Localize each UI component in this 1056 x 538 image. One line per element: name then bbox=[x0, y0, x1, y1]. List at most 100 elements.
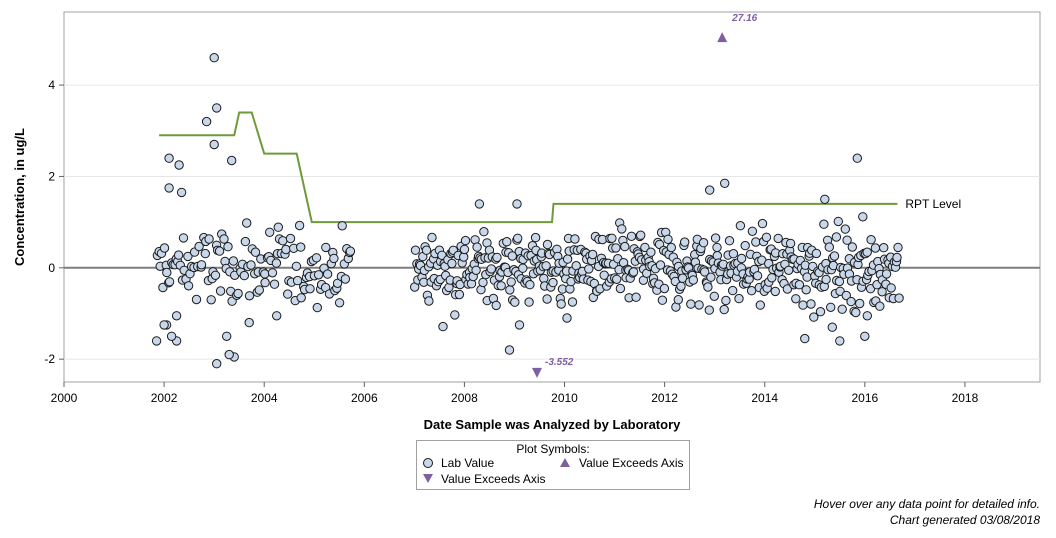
lab-value-point[interactable] bbox=[525, 280, 535, 290]
lab-value-point[interactable] bbox=[502, 237, 512, 247]
lab-value-point[interactable] bbox=[239, 270, 250, 281]
lab-value-point[interactable] bbox=[719, 304, 729, 315]
lab-value-point[interactable] bbox=[875, 301, 885, 311]
lab-value-point[interactable] bbox=[334, 298, 345, 308]
lab-value-point[interactable] bbox=[892, 252, 902, 263]
lab-value-point[interactable] bbox=[212, 103, 222, 113]
lab-value-point[interactable] bbox=[842, 235, 852, 245]
lab-value-point[interactable] bbox=[866, 235, 876, 245]
exceed-markers[interactable]: 27.16 -3.552 bbox=[531, 13, 758, 378]
lab-value-point[interactable] bbox=[285, 233, 296, 244]
lab-value-point[interactable] bbox=[305, 284, 315, 294]
lab-value-point[interactable] bbox=[424, 296, 434, 306]
lab-value-point[interactable] bbox=[846, 296, 856, 307]
lab-value-point[interactable] bbox=[162, 267, 172, 278]
lab-value-point[interactable] bbox=[567, 297, 578, 307]
lab-value-point[interactable] bbox=[183, 251, 193, 262]
lab-value-point[interactable] bbox=[834, 276, 845, 287]
lab-value-point[interactable] bbox=[291, 261, 302, 271]
lab-value-point[interactable] bbox=[673, 295, 683, 305]
lab-value-point[interactable] bbox=[860, 331, 870, 341]
lab-value-point[interactable] bbox=[524, 297, 534, 307]
lab-value-point[interactable] bbox=[542, 239, 553, 250]
lab-value-point[interactable] bbox=[548, 277, 558, 288]
lab-value-point[interactable] bbox=[677, 273, 688, 283]
lab-value-point[interactable] bbox=[265, 227, 275, 238]
lab-value-point[interactable] bbox=[655, 260, 666, 270]
lab-value-point[interactable] bbox=[228, 256, 239, 266]
lab-value-point[interactable] bbox=[862, 311, 872, 321]
lab-value-point[interactable] bbox=[721, 295, 731, 306]
lab-value-point[interactable] bbox=[770, 286, 780, 297]
lab-value-point[interactable] bbox=[311, 253, 322, 263]
lab-value-point[interactable] bbox=[201, 116, 212, 127]
lab-value-point[interactable] bbox=[617, 224, 627, 234]
lab-value-point[interactable] bbox=[164, 153, 174, 163]
lab-value-point[interactable] bbox=[246, 260, 256, 270]
lab-value-point[interactable] bbox=[278, 236, 288, 246]
lab-value-point[interactable] bbox=[313, 270, 324, 280]
lab-value-point[interactable] bbox=[728, 285, 738, 296]
lab-value-point[interactable] bbox=[542, 294, 552, 304]
lab-value-point[interactable] bbox=[751, 237, 761, 247]
lab-value-point[interactable] bbox=[474, 199, 485, 209]
lab-value-point[interactable] bbox=[159, 320, 169, 330]
lab-value-point[interactable] bbox=[840, 224, 850, 234]
lab-value-point[interactable] bbox=[459, 252, 469, 262]
lab-value-point[interactable] bbox=[680, 237, 690, 247]
lab-value-point[interactable] bbox=[322, 269, 333, 279]
lab-value-point[interactable] bbox=[694, 300, 704, 310]
lab-value-point[interactable] bbox=[584, 264, 594, 274]
lab-value-point[interactable] bbox=[663, 234, 673, 245]
lab-value-point[interactable] bbox=[191, 294, 202, 305]
lab-value-point[interactable] bbox=[271, 258, 282, 268]
lab-value-point[interactable] bbox=[761, 232, 772, 243]
lab-value-point[interactable] bbox=[151, 336, 162, 346]
lab-value-point[interactable] bbox=[176, 187, 187, 198]
lab-value-point[interactable] bbox=[640, 242, 650, 253]
lab-value-point[interactable] bbox=[491, 300, 501, 311]
exceed-low-icon[interactable] bbox=[531, 367, 542, 378]
lab-value-point[interactable] bbox=[736, 253, 747, 264]
lab-value-point[interactable] bbox=[294, 220, 305, 231]
lab-value-point[interactable] bbox=[628, 267, 639, 277]
lab-value-point[interactable] bbox=[826, 302, 836, 312]
lab-value-point[interactable] bbox=[267, 268, 278, 278]
lab-value-point[interactable] bbox=[806, 299, 816, 309]
lab-value-point[interactable] bbox=[705, 185, 715, 195]
lab-value-point[interactable] bbox=[798, 300, 808, 310]
lab-value-point[interactable] bbox=[472, 242, 482, 252]
lab-value-point[interactable] bbox=[244, 317, 254, 328]
lab-value-point[interactable] bbox=[505, 285, 515, 295]
lab-value-point[interactable] bbox=[811, 248, 822, 259]
lab-value-point[interactable] bbox=[773, 233, 783, 244]
lab-value-point[interactable] bbox=[837, 304, 847, 314]
lab-value-point[interactable] bbox=[801, 285, 811, 295]
lab-value-point[interactable] bbox=[626, 231, 637, 242]
lab-value-point[interactable] bbox=[712, 242, 722, 253]
lab-value-point[interactable] bbox=[820, 194, 830, 205]
lab-value-point[interactable] bbox=[244, 291, 255, 301]
lab-value-point[interactable] bbox=[196, 260, 207, 270]
lab-value-point[interactable] bbox=[164, 277, 175, 287]
lab-value-point[interactable] bbox=[700, 267, 710, 277]
lab-value-point[interactable] bbox=[164, 183, 174, 193]
lab-value-point[interactable] bbox=[427, 232, 437, 243]
lab-value-point[interactable] bbox=[479, 227, 489, 237]
lab-value-point[interactable] bbox=[710, 233, 721, 243]
lab-value-point[interactable] bbox=[206, 295, 216, 305]
lab-value-point[interactable] bbox=[728, 249, 739, 259]
lab-value-point[interactable] bbox=[841, 290, 851, 301]
lab-value-point[interactable] bbox=[877, 287, 887, 297]
lab-value-point[interactable] bbox=[250, 247, 261, 257]
lab-value-point[interactable] bbox=[506, 277, 516, 287]
lab-value-point[interactable] bbox=[209, 139, 219, 150]
lab-value-point[interactable] bbox=[507, 251, 517, 261]
lab-value-point[interactable] bbox=[296, 242, 306, 252]
lab-value-point[interactable] bbox=[450, 310, 460, 320]
lab-value-point[interactable] bbox=[337, 221, 347, 231]
lab-value-point[interactable] bbox=[704, 305, 714, 315]
lab-value-point[interactable] bbox=[471, 265, 481, 275]
lab-value-point[interactable] bbox=[755, 300, 765, 310]
lab-value-point[interactable] bbox=[512, 199, 522, 209]
